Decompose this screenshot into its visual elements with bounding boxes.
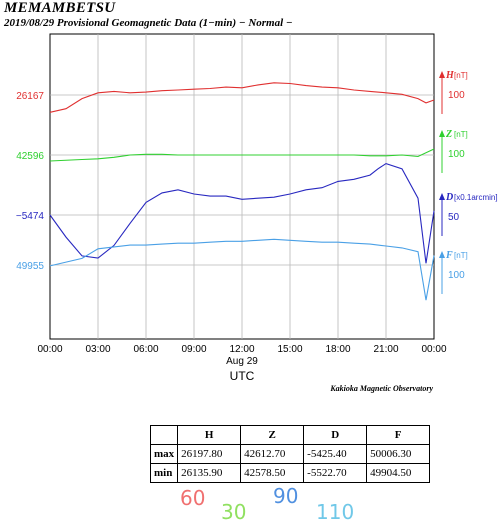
series-unit-d: [x0.1arcmin]: [454, 193, 498, 202]
series-scale-z: 100: [448, 149, 465, 160]
credit-label: Kakioka Magnetic Observatory: [329, 384, 433, 393]
handwritten-number-4: 110: [316, 500, 355, 524]
series-unit-z: [nT]: [454, 130, 468, 139]
scale-arrowhead-f: [439, 251, 445, 258]
baseline-labels: 26167 42596 −5474 49955: [16, 91, 45, 272]
max-label: max: [149, 444, 179, 464]
series-lines: [49, 82, 435, 301]
x-axis-label: UTC: [230, 369, 255, 383]
x-tick-label: 15:00: [277, 344, 302, 355]
series-name-f: F: [445, 250, 453, 261]
series-scale-f: 100: [448, 270, 465, 281]
station-title: MEMAMBETSU: [4, 0, 116, 16]
minmax-table: H Z D F max 26197.80 42612.70 -5425.40 5…: [149, 425, 431, 483]
baseline-label-h: 26167: [16, 91, 44, 102]
series-line-d: [49, 162, 435, 264]
series-name-h: H: [445, 70, 455, 81]
handwritten-number-2: 30: [221, 500, 247, 524]
x-tick-label: 12:00: [229, 344, 254, 355]
min-row: min 26135.90 42578.50 -5522.70 49904.50: [149, 463, 431, 483]
min-h: 26135.90: [177, 463, 242, 483]
series-scale-h: 100: [448, 90, 465, 101]
date-label: Aug 29: [226, 356, 258, 367]
x-tick-label: 03:00: [85, 344, 110, 355]
handwritten-number-1: 60: [180, 486, 206, 510]
x-tick-label: 21:00: [373, 344, 398, 355]
x-tick-label: 09:00: [181, 344, 206, 355]
series-line-z: [49, 148, 435, 162]
series-name-d: D: [445, 192, 453, 203]
max-d: -5425.40: [303, 444, 368, 464]
max-h: 26197.80: [177, 444, 242, 464]
series-name-z: Z: [445, 129, 452, 140]
grid-lines: [50, 34, 434, 339]
series-scale-d: 50: [448, 212, 460, 223]
x-tick-label: 06:00: [133, 344, 158, 355]
header-d: D: [303, 425, 368, 445]
min-f: 49904.50: [366, 463, 431, 483]
series-unit-f: [nT]: [454, 251, 468, 260]
min-d: -5522.70: [303, 463, 368, 483]
scale-arrowhead-h: [439, 71, 445, 78]
baseline-label-f: 49955: [16, 261, 44, 272]
chart-subtitle: 2019/08/29 Provisional Geomagnetic Data …: [4, 17, 293, 29]
series-unit-h: [nT]: [454, 71, 468, 80]
header-z: Z: [240, 425, 305, 445]
x-tick-labels: 00:00 03:00 06:00 09:00 12:00 15:00 18:00 21:00…: [37, 344, 446, 355]
max-f: 50006.30: [366, 444, 431, 464]
header-h: H: [177, 425, 242, 445]
x-tick-label: 00:00: [421, 344, 446, 355]
scale-arrowhead-z: [439, 130, 445, 137]
minmax-header-row: H Z D F: [149, 425, 431, 445]
geomagnetic-chart: 00:00 03:00 06:00 09:00 12:00 15:00 18:00 21:00…: [16, 33, 498, 393]
max-row: max 26197.80 42612.70 -5425.40 50006.30: [149, 444, 431, 464]
scale-arrowhead-d: [439, 193, 445, 200]
max-z: 42612.70: [240, 444, 305, 464]
x-tick-label: 18:00: [325, 344, 350, 355]
corner-cell: [149, 425, 179, 445]
x-tick-label: 00:00: [37, 344, 62, 355]
series-line-h: [49, 82, 435, 113]
min-z: 42578.50: [240, 463, 305, 483]
baseline-label-z: 42596: [16, 151, 44, 162]
min-label: min: [149, 463, 179, 483]
baseline-label-d: −5474: [16, 211, 45, 222]
header-f: F: [366, 425, 431, 445]
series-line-f: [49, 238, 435, 301]
handwritten-number-3: 90: [273, 484, 299, 508]
